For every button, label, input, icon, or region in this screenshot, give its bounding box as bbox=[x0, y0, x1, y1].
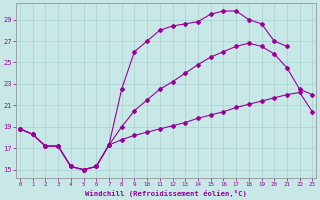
X-axis label: Windchill (Refroidissement éolien,°C): Windchill (Refroidissement éolien,°C) bbox=[85, 190, 247, 197]
